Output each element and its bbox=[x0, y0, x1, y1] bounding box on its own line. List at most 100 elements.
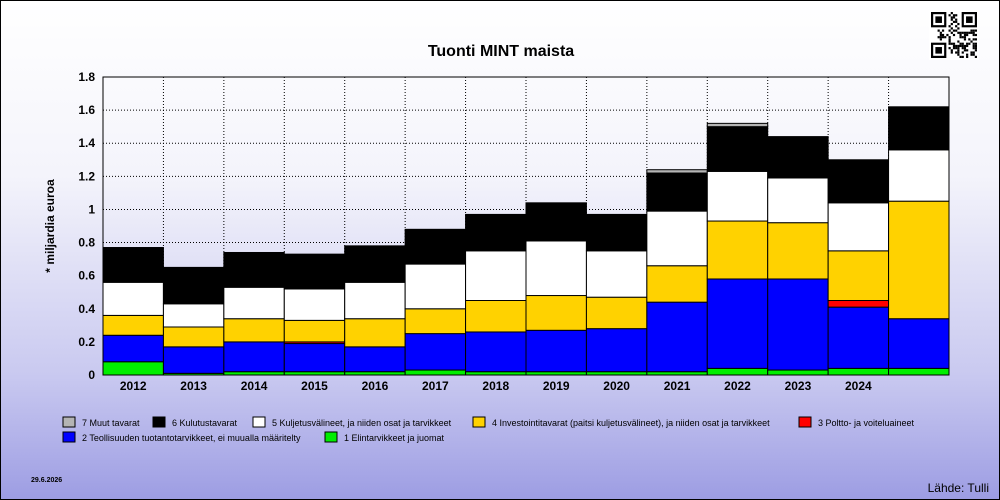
qr-module bbox=[948, 25, 951, 28]
qr-module bbox=[974, 29, 977, 32]
qr-module bbox=[955, 44, 958, 48]
bar-segment-series-2 bbox=[767, 278, 829, 371]
qr-module bbox=[970, 31, 973, 34]
qr-module bbox=[952, 33, 956, 37]
legend-label: 7 Muut tavarat bbox=[82, 418, 140, 428]
qr-module bbox=[957, 31, 960, 34]
qr-module bbox=[946, 33, 949, 37]
qr-module bbox=[968, 42, 971, 45]
bar-segment-series-4 bbox=[404, 308, 467, 335]
y-tick-label: 0.8 bbox=[78, 236, 95, 250]
bar-segment-series-6 bbox=[888, 106, 950, 151]
bar-segment-series-4 bbox=[102, 314, 164, 336]
bar-segment-series-4 bbox=[525, 295, 587, 331]
bar-segment-series-5 bbox=[223, 286, 285, 320]
qr-module bbox=[950, 49, 953, 52]
legend-label: 6 Kulutustavarat bbox=[172, 418, 238, 428]
bar-segment-series-1 bbox=[706, 367, 769, 376]
qr-module bbox=[974, 42, 977, 45]
qr-module bbox=[955, 20, 958, 23]
qr-module bbox=[948, 42, 951, 45]
qr-module bbox=[948, 36, 951, 39]
qr-module bbox=[941, 29, 945, 32]
bars bbox=[102, 106, 950, 376]
bar-segment-series-5 bbox=[404, 263, 467, 310]
bar-segment-series-5 bbox=[465, 250, 527, 301]
qr-module bbox=[963, 33, 967, 37]
qr-module bbox=[948, 47, 951, 50]
qr-module bbox=[966, 53, 969, 56]
bar-segment-series-5 bbox=[283, 288, 346, 321]
bar-segment-series-2 bbox=[223, 341, 285, 373]
bar-segment-series-1 bbox=[827, 367, 890, 376]
qr-module bbox=[955, 29, 958, 32]
qr-module bbox=[959, 36, 962, 39]
y-tick-label: 0.6 bbox=[78, 269, 95, 283]
bar-segment-series-6 bbox=[102, 247, 164, 283]
qr-module bbox=[957, 22, 960, 26]
qr-module bbox=[952, 44, 956, 48]
bar-segment-series-4 bbox=[888, 200, 950, 320]
legend-label: 2 Teollisuuden tuotantotarvikkeet, ei mu… bbox=[82, 433, 301, 443]
bar-segment-series-6 bbox=[706, 126, 769, 172]
bar-segment-series-2 bbox=[827, 306, 890, 369]
bar-segment-series-2 bbox=[162, 346, 225, 374]
qr-module bbox=[963, 49, 967, 52]
bar-segment-series-6 bbox=[465, 213, 527, 252]
qr-module bbox=[957, 27, 960, 30]
qr-module bbox=[948, 29, 951, 32]
bar-segment-series-6 bbox=[344, 245, 406, 283]
qr-module bbox=[974, 49, 977, 52]
qr-module bbox=[957, 51, 960, 54]
qr-module bbox=[966, 31, 969, 34]
y-tick-labels: 0 0.2 0.4 0.6 0.8 1 1.2 1.4 1.6 1.8 bbox=[78, 70, 95, 382]
qr-module bbox=[955, 14, 958, 17]
qr-module bbox=[952, 16, 956, 19]
x-tick-label: 2014 bbox=[241, 379, 268, 393]
x-tick-label: 2013 bbox=[180, 379, 207, 393]
qr-module bbox=[972, 31, 975, 34]
x-tick-label: 2018 bbox=[482, 379, 509, 393]
x-tick-label: 2021 bbox=[664, 379, 691, 393]
bar-segment-series-2 bbox=[283, 343, 346, 373]
qr-module bbox=[968, 31, 971, 34]
bar-segment-series-4 bbox=[344, 318, 406, 348]
qr-module bbox=[955, 18, 958, 21]
qr-module bbox=[950, 12, 953, 15]
footer-source: Lähde: Tulli bbox=[928, 481, 989, 495]
plot-area-border bbox=[102, 76, 950, 376]
legend-swatch bbox=[152, 416, 166, 428]
y-tick-label: 1.6 bbox=[78, 103, 95, 117]
qr-module bbox=[972, 47, 975, 50]
qr-module bbox=[972, 53, 975, 56]
x-tick-label: 2023 bbox=[785, 379, 812, 393]
qr-code-icon bbox=[929, 10, 979, 60]
qr-module bbox=[957, 53, 960, 56]
bar-segment-series-1 bbox=[888, 367, 950, 376]
bar-segment-series-4 bbox=[646, 265, 708, 303]
x-tick-label: 2022 bbox=[724, 379, 751, 393]
qr-module bbox=[944, 36, 947, 39]
qr-module bbox=[950, 42, 953, 45]
bar-segment-series-2 bbox=[525, 329, 587, 373]
qr-module bbox=[959, 44, 962, 48]
x-tick-label: 2015 bbox=[301, 379, 328, 393]
qr-module bbox=[961, 31, 964, 34]
qr-module bbox=[961, 55, 964, 58]
qr-module bbox=[963, 38, 967, 41]
qr-module bbox=[972, 29, 975, 32]
qr-module bbox=[950, 22, 953, 26]
y-tick-label: 1.4 bbox=[78, 136, 95, 150]
bar-segment-series-5 bbox=[646, 210, 708, 267]
bar-segment-series-5 bbox=[525, 240, 587, 297]
qr-module bbox=[939, 38, 942, 41]
qr-module bbox=[961, 51, 964, 54]
x-tick-label: 2016 bbox=[362, 379, 389, 393]
legend-swatch bbox=[798, 416, 812, 428]
qr-module bbox=[937, 36, 940, 39]
bar-segment-series-2 bbox=[646, 301, 708, 373]
bar-segment-series-4 bbox=[283, 319, 346, 343]
y-tick-label: 1.2 bbox=[78, 169, 95, 183]
bar-segment-series-7 bbox=[646, 169, 708, 174]
bar-segment-series-4 bbox=[223, 318, 285, 343]
